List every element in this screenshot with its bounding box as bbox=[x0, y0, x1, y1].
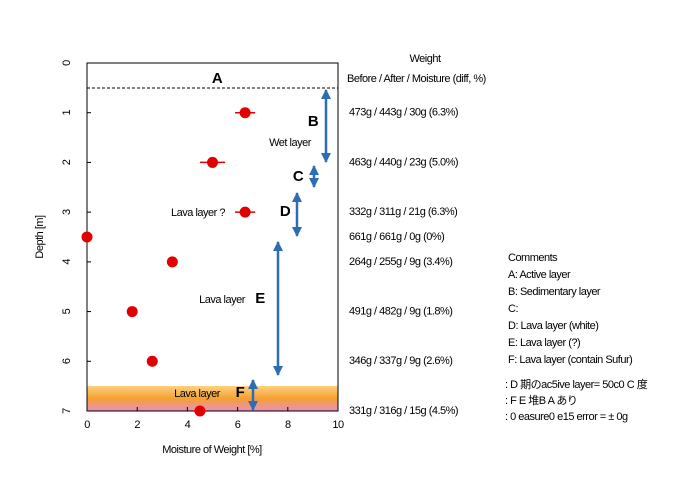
plot-frame bbox=[86, 62, 339, 412]
annotation: B bbox=[308, 113, 319, 130]
x-tick-label: 10 bbox=[332, 419, 344, 431]
x-tick-label: 4 bbox=[185, 419, 191, 431]
data-point bbox=[126, 306, 138, 318]
y-axis-title: Depth [m] bbox=[34, 215, 46, 259]
annotation: Wet layer bbox=[269, 137, 312, 149]
comment: C: bbox=[508, 303, 518, 315]
weight-row: 346g / 337g / 9g (2.6%) bbox=[349, 355, 452, 367]
data-point bbox=[207, 156, 218, 168]
weight-row: 264g / 255g / 9g (3.4%) bbox=[349, 256, 452, 268]
data-point bbox=[166, 256, 178, 268]
weight-header: Weight bbox=[409, 53, 440, 65]
y-tick-label: 5 bbox=[61, 308, 73, 314]
lava-band bbox=[87, 386, 338, 411]
x-tick-label: 2 bbox=[134, 419, 140, 431]
x-axis-title: Moisture of Weight [%] bbox=[162, 444, 262, 456]
annotation: A bbox=[212, 70, 223, 87]
data-point bbox=[81, 231, 93, 243]
x-tick-label: 8 bbox=[285, 419, 291, 431]
weight-row: 331g / 316g / 15g (4.5%) bbox=[349, 405, 458, 417]
weight-row: 463g / 440g / 23g (5.0%) bbox=[349, 156, 458, 168]
comment: F: Lava layer (contain Sufur) bbox=[508, 354, 632, 366]
y-tick-label: 1 bbox=[61, 110, 73, 116]
weight-subheader: Before / After / Moisture (diff, %) bbox=[347, 73, 486, 85]
weight-row: 491g / 482g / 9g (1.8%) bbox=[349, 305, 452, 317]
y-tick-label: 4 bbox=[61, 259, 73, 265]
y-tick-label: 7 bbox=[61, 408, 73, 414]
annotation: C bbox=[293, 168, 304, 185]
annotation: F bbox=[236, 384, 245, 401]
note: : F E 堆B A あり bbox=[505, 394, 577, 407]
comment: A: Active layer bbox=[508, 269, 571, 281]
annotation: E bbox=[255, 290, 265, 307]
annotation: D bbox=[280, 203, 291, 220]
data-point bbox=[146, 355, 158, 367]
weight-row: 661g / 661g / 0g (0%) bbox=[349, 231, 444, 243]
comments-title: Comments bbox=[508, 252, 558, 264]
annotation: Lava layer bbox=[199, 294, 246, 306]
annotation: Lava layer bbox=[174, 388, 221, 400]
comment: E: Lava layer (?) bbox=[508, 337, 580, 349]
weight-row: 332g / 311g / 21g (6.3%) bbox=[349, 206, 457, 218]
note: : D 期のac5ive layer= 50c0 C 度 bbox=[505, 377, 648, 391]
y-tick-label: 6 bbox=[61, 358, 73, 364]
weight-row: 473g / 443g / 30g (6.3%) bbox=[349, 107, 458, 119]
y-tick-label: 0 bbox=[61, 60, 73, 66]
comment: B: Sedimentary layer bbox=[508, 286, 601, 298]
layer-arrows bbox=[248, 89, 331, 411]
data-point bbox=[239, 206, 251, 218]
y-tick-label: 3 bbox=[61, 209, 73, 215]
y-tick-label: 2 bbox=[61, 159, 73, 165]
x-tick-label: 0 bbox=[84, 419, 90, 431]
data-point bbox=[194, 405, 206, 417]
comment: D: Lava layer (white) bbox=[508, 320, 598, 332]
x-tick-label: 6 bbox=[235, 419, 241, 431]
annotation: Lava layer ? bbox=[171, 207, 225, 219]
note: : 0 easure0 e15 error = ± 0g bbox=[505, 411, 628, 423]
data-point bbox=[239, 107, 251, 119]
